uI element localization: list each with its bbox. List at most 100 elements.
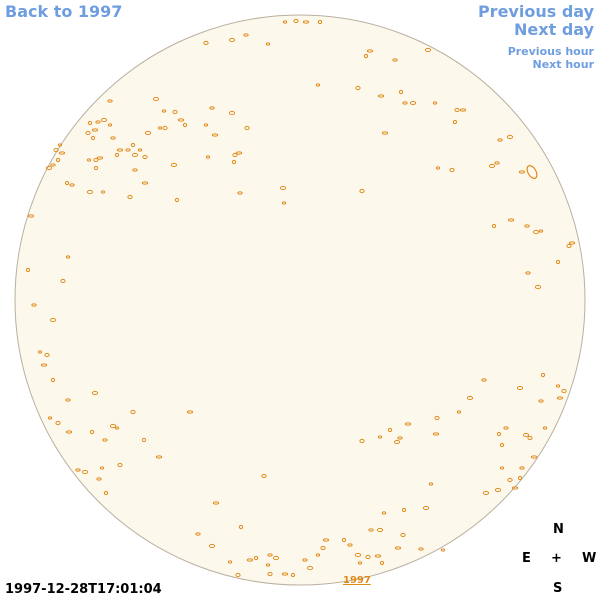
contour-mark bbox=[114, 152, 120, 158]
contour-mark bbox=[561, 388, 567, 394]
contour-mark bbox=[227, 560, 233, 564]
contour-mark bbox=[152, 96, 160, 102]
solar-disk bbox=[14, 14, 586, 586]
contour-mark bbox=[449, 167, 455, 173]
contour-mark bbox=[517, 475, 523, 481]
contour-mark bbox=[95, 120, 101, 124]
contour-mark bbox=[253, 555, 259, 561]
contour-mark bbox=[107, 99, 113, 103]
compass-center: + bbox=[551, 551, 562, 566]
previous-day-link[interactable]: Previous day bbox=[477, 2, 594, 21]
contour-mark bbox=[212, 501, 220, 505]
contour-mark bbox=[530, 455, 538, 459]
contour-mark bbox=[47, 416, 53, 420]
contour-mark bbox=[440, 548, 446, 552]
contour-mark bbox=[452, 119, 458, 125]
contour-mark bbox=[282, 20, 288, 24]
contour-mark bbox=[130, 409, 136, 415]
contour-mark bbox=[116, 148, 124, 152]
contour-mark bbox=[86, 189, 94, 195]
contour-mark bbox=[494, 161, 500, 165]
contour-mark bbox=[137, 148, 143, 152]
contour-mark bbox=[387, 427, 393, 433]
contour-mark bbox=[131, 152, 139, 158]
compass-west: W bbox=[582, 551, 597, 566]
contour-mark bbox=[497, 138, 503, 142]
contour-mark bbox=[435, 166, 441, 170]
contour-mark bbox=[102, 438, 108, 442]
contour-mark bbox=[243, 33, 249, 37]
contour-mark bbox=[507, 218, 515, 222]
contour-mark bbox=[376, 527, 384, 533]
contour-mark bbox=[107, 123, 113, 127]
contour-mark bbox=[424, 47, 432, 53]
contour-mark bbox=[235, 572, 241, 578]
contour-mark bbox=[538, 229, 544, 233]
contour-mark bbox=[506, 134, 514, 140]
contour-mark bbox=[499, 466, 505, 470]
contour-mark bbox=[555, 384, 561, 388]
contour-mark bbox=[381, 131, 389, 135]
contour-mark bbox=[365, 554, 371, 560]
contour-mark bbox=[306, 565, 314, 571]
contour-mark bbox=[228, 110, 236, 116]
contour-mark bbox=[496, 431, 502, 437]
contour-mark bbox=[75, 468, 81, 472]
contour-mark bbox=[522, 432, 530, 438]
contour-mark bbox=[265, 42, 271, 46]
contour-mark bbox=[456, 410, 462, 414]
next-day-link[interactable]: Next day bbox=[514, 20, 594, 39]
contour-mark bbox=[85, 130, 91, 136]
contour-mark bbox=[359, 438, 365, 444]
contour-mark bbox=[401, 507, 407, 513]
contour-mark bbox=[231, 159, 237, 165]
contour-mark bbox=[27, 214, 35, 218]
contour-mark bbox=[366, 49, 374, 53]
contour-mark bbox=[90, 135, 96, 141]
contour-mark bbox=[142, 154, 148, 160]
contour-mark bbox=[392, 58, 398, 62]
contour-mark bbox=[466, 395, 474, 401]
contour-mark bbox=[50, 163, 56, 167]
contour-mark bbox=[86, 158, 92, 162]
contour-mark bbox=[368, 528, 374, 532]
contour-mark bbox=[377, 435, 383, 439]
contour-mark bbox=[170, 162, 178, 168]
contour-mark bbox=[144, 130, 152, 136]
contour-mark bbox=[542, 426, 548, 430]
contour-mark bbox=[341, 537, 347, 543]
contour-mark bbox=[519, 466, 525, 470]
next-hour-link[interactable]: Next hour bbox=[532, 58, 595, 71]
previous-hour-link[interactable]: Previous hour bbox=[507, 45, 594, 58]
contour-mark bbox=[432, 432, 440, 436]
contour-mark bbox=[91, 390, 99, 396]
contour-mark bbox=[162, 125, 168, 131]
contour-mark bbox=[488, 163, 496, 169]
compass-east: E bbox=[522, 551, 531, 566]
contour-mark bbox=[125, 148, 131, 152]
contour-mark bbox=[203, 40, 209, 46]
contour-mark bbox=[69, 183, 75, 187]
contour-mark bbox=[232, 152, 238, 158]
contour-mark bbox=[31, 303, 37, 307]
contour-mark bbox=[459, 108, 467, 112]
contour-mark bbox=[428, 482, 434, 486]
contour-mark bbox=[161, 109, 167, 113]
year-link[interactable]: 1997 bbox=[343, 575, 371, 586]
contour-mark bbox=[302, 558, 308, 562]
contour-mark bbox=[155, 455, 163, 459]
back-to-year-link[interactable]: Back to 1997 bbox=[5, 2, 123, 21]
compass-south: S bbox=[553, 581, 563, 596]
contour-mark bbox=[568, 241, 576, 245]
contour-mark bbox=[302, 20, 310, 24]
contour-mark bbox=[81, 469, 89, 475]
contour-mark bbox=[93, 157, 99, 163]
observation-timestamp: 1997-12-28T17:01:04 bbox=[5, 582, 162, 597]
contour-mark bbox=[109, 423, 117, 429]
contour-mark bbox=[87, 120, 93, 126]
contour-mark bbox=[55, 420, 61, 426]
contour-mark bbox=[556, 396, 564, 400]
contour-mark bbox=[100, 190, 106, 194]
contour-mark bbox=[540, 372, 546, 378]
